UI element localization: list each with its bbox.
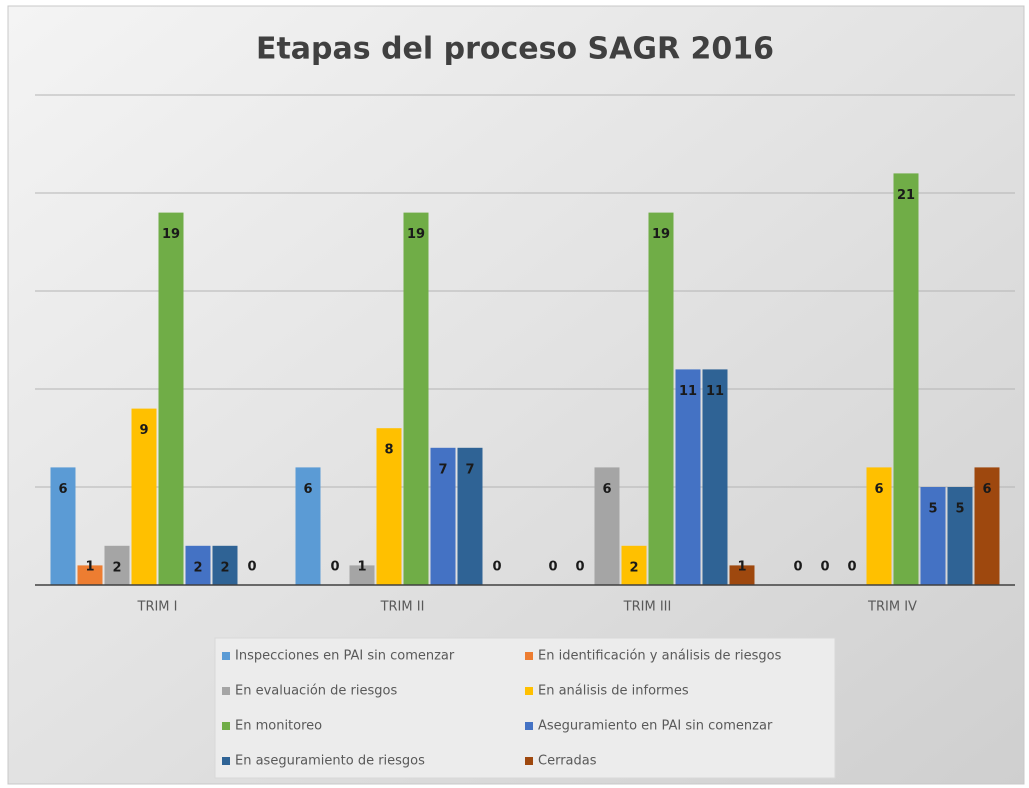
bar xyxy=(104,545,130,585)
bar xyxy=(77,565,103,585)
legend-swatch xyxy=(525,687,533,695)
data-label: 2 xyxy=(193,560,202,575)
data-label: 6 xyxy=(982,482,991,497)
bar xyxy=(403,212,429,585)
legend-label: En monitoreo xyxy=(235,719,322,734)
legend-label: En identificación y análisis de riesgos xyxy=(538,649,782,664)
bar xyxy=(648,212,674,585)
data-label: 7 xyxy=(438,462,447,477)
legend-swatch xyxy=(222,757,230,765)
data-label: 0 xyxy=(820,560,829,575)
data-label: 1 xyxy=(357,560,366,575)
bar xyxy=(349,565,375,585)
bar xyxy=(457,447,483,585)
data-label: 0 xyxy=(575,560,584,575)
bar xyxy=(158,212,184,585)
bar xyxy=(893,173,919,585)
bar xyxy=(866,467,892,585)
legend-label: Cerradas xyxy=(538,754,597,769)
legend-label: En análisis de informes xyxy=(538,684,689,699)
data-label: 2 xyxy=(629,560,638,575)
bar xyxy=(947,487,973,585)
bar xyxy=(621,545,647,585)
data-label: 0 xyxy=(247,560,256,575)
x-tick-label: TRIM II xyxy=(380,600,425,615)
data-label: 6 xyxy=(58,482,67,497)
bar xyxy=(185,545,211,585)
legend-label: En aseguramiento de riesgos xyxy=(235,754,425,769)
bar xyxy=(594,467,620,585)
data-label: 6 xyxy=(602,482,611,497)
legend-label: En evaluación de riesgos xyxy=(235,684,397,699)
bar xyxy=(295,467,321,585)
bar xyxy=(920,487,946,585)
chart-title: Etapas del proceso SAGR 2016 xyxy=(256,32,774,67)
legend-swatch xyxy=(222,687,230,695)
data-label: 19 xyxy=(407,227,425,242)
x-tick-label: TRIM III xyxy=(623,600,672,615)
bar xyxy=(50,467,76,585)
legend-label: Inspecciones en PAI sin comenzar xyxy=(235,649,455,664)
legend-swatch xyxy=(525,652,533,660)
data-label: 7 xyxy=(465,462,474,477)
legend-box xyxy=(214,637,836,779)
bar xyxy=(974,467,1000,585)
data-label: 2 xyxy=(112,560,121,575)
bar xyxy=(212,545,238,585)
data-label: 1 xyxy=(85,560,94,575)
legend-swatch xyxy=(525,757,533,765)
data-label: 0 xyxy=(492,560,501,575)
data-label: 19 xyxy=(162,227,180,242)
data-label: 19 xyxy=(652,227,670,242)
data-label: 1 xyxy=(737,560,746,575)
data-label: 6 xyxy=(303,482,312,497)
legend-swatch xyxy=(222,652,230,660)
data-label: 11 xyxy=(679,384,697,399)
bar xyxy=(376,428,402,585)
legend-swatch xyxy=(525,722,533,730)
data-label: 6 xyxy=(874,482,883,497)
data-label: 5 xyxy=(928,502,937,517)
bar xyxy=(430,447,456,585)
x-tick-label: TRIM I xyxy=(137,600,178,615)
bar xyxy=(729,565,755,585)
data-label: 0 xyxy=(793,560,802,575)
data-label: 2 xyxy=(220,560,229,575)
data-label: 0 xyxy=(847,560,856,575)
legend-label: Aseguramiento en PAI sin comenzar xyxy=(538,719,773,734)
legend-swatch xyxy=(222,722,230,730)
data-label: 11 xyxy=(706,384,724,399)
data-label: 21 xyxy=(897,188,915,203)
bar xyxy=(131,408,157,585)
data-label: 5 xyxy=(955,502,964,517)
data-label: 9 xyxy=(139,423,148,438)
data-label: 0 xyxy=(548,560,557,575)
data-label: 0 xyxy=(330,560,339,575)
bar xyxy=(702,369,728,585)
bar xyxy=(675,369,701,585)
data-label: 8 xyxy=(384,443,393,458)
x-tick-label: TRIM IV xyxy=(867,600,917,615)
